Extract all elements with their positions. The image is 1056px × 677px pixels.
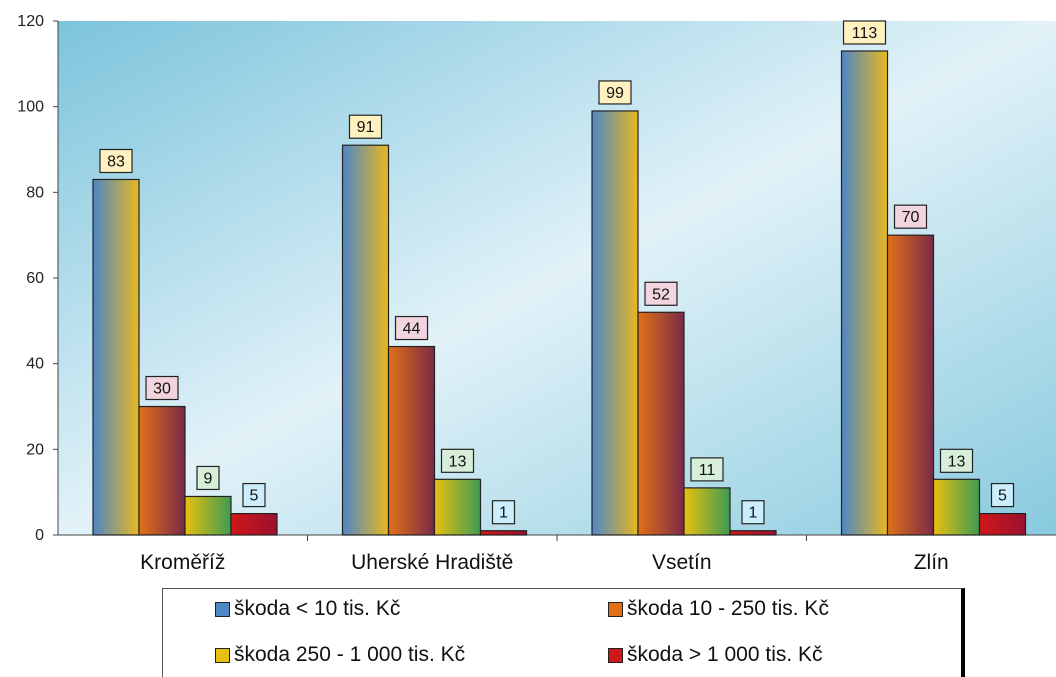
data-label: 11 xyxy=(699,462,716,479)
data-label: 113 xyxy=(852,25,878,42)
legend-item-series-1: škoda < 10 tis. Kč xyxy=(215,597,400,621)
bar-series-2 xyxy=(387,345,436,536)
bar-series-2 xyxy=(886,234,935,536)
data-label-box xyxy=(242,482,266,508)
data-label: 9 xyxy=(204,470,213,487)
data-label-box xyxy=(939,448,974,473)
bar-series-3 xyxy=(184,495,232,536)
y-tick-label: 120 xyxy=(17,13,44,30)
data-label-box xyxy=(196,465,220,491)
legend-swatch-series-4 xyxy=(608,647,623,663)
data-label: 1 xyxy=(749,505,758,522)
bar-series-2 xyxy=(138,405,186,536)
data-label: 91 xyxy=(357,119,375,136)
x-tick-label: Vsetín xyxy=(652,551,712,574)
data-label-box xyxy=(644,281,678,306)
legend-label-series-3: škoda 250 - 1 000 tis. Kč xyxy=(234,643,466,666)
data-label: 70 xyxy=(902,209,920,226)
legend-swatch-series-2 xyxy=(608,601,623,617)
legend-label-series-1: škoda < 10 tis. Kč xyxy=(234,597,401,620)
data-label: 5 xyxy=(250,488,259,505)
bar-series-1 xyxy=(591,110,639,536)
bar-series-4 xyxy=(230,512,278,536)
legend-label-series-2: škoda 10 - 250 tis. Kč xyxy=(627,597,829,620)
legend: škoda < 10 tis. Kč škoda 10 - 250 tis. K… xyxy=(162,588,965,677)
data-label-box xyxy=(690,457,724,482)
bar-series-2 xyxy=(637,311,685,536)
data-label-box xyxy=(99,148,133,174)
bar-series-4 xyxy=(729,530,777,536)
data-label-box xyxy=(348,114,383,139)
data-label: 1 xyxy=(499,505,508,522)
bar-series-1 xyxy=(92,178,140,536)
data-label: 52 xyxy=(652,286,670,303)
legend-label-series-4: škoda > 1 000 tis. Kč xyxy=(627,643,823,666)
legend-swatch-series-1 xyxy=(215,601,230,617)
data-label-box xyxy=(145,375,179,401)
y-tick-label: 40 xyxy=(26,356,44,373)
data-label: 83 xyxy=(107,153,125,170)
data-label-box xyxy=(893,204,928,229)
legend-item-series-3: škoda 250 - 1 000 tis. Kč xyxy=(215,643,465,667)
bar-series-1 xyxy=(341,144,390,536)
data-label: 44 xyxy=(403,321,421,338)
legend-swatch-series-3 xyxy=(215,647,230,663)
x-tick-label: Zlín xyxy=(914,551,949,574)
y-tick-label: 60 xyxy=(26,270,44,287)
y-tick-label: 80 xyxy=(26,184,44,201)
data-label: 5 xyxy=(998,488,1007,505)
data-label-box xyxy=(598,80,632,105)
data-label-box xyxy=(741,500,765,525)
legend-item-series-4: škoda > 1 000 tis. Kč xyxy=(608,643,823,667)
x-tick-label: Kroměříž xyxy=(140,551,225,574)
legend-item-series-2: škoda 10 - 250 tis. Kč xyxy=(608,597,829,621)
bar-series-3 xyxy=(433,478,482,536)
bar-series-3 xyxy=(683,487,731,536)
data-label: 13 xyxy=(948,453,966,470)
bar-series-3 xyxy=(932,478,981,536)
bar-series-4 xyxy=(479,530,528,536)
y-tick-label: 100 xyxy=(17,99,44,116)
data-label: 99 xyxy=(606,85,624,102)
y-tick-label: 0 xyxy=(35,527,44,544)
bar-series-4 xyxy=(978,512,1027,536)
y-tick-label: 20 xyxy=(26,441,44,458)
x-tick-label: Uherské Hradiště xyxy=(351,551,513,574)
data-label-box xyxy=(440,448,475,473)
data-label-box xyxy=(394,315,429,341)
data-label-box xyxy=(491,500,516,525)
data-label: 30 xyxy=(153,381,171,398)
bar-series-1 xyxy=(840,50,889,536)
data-label: 13 xyxy=(449,453,467,470)
data-label-box xyxy=(842,20,887,45)
data-label-box xyxy=(990,482,1015,508)
